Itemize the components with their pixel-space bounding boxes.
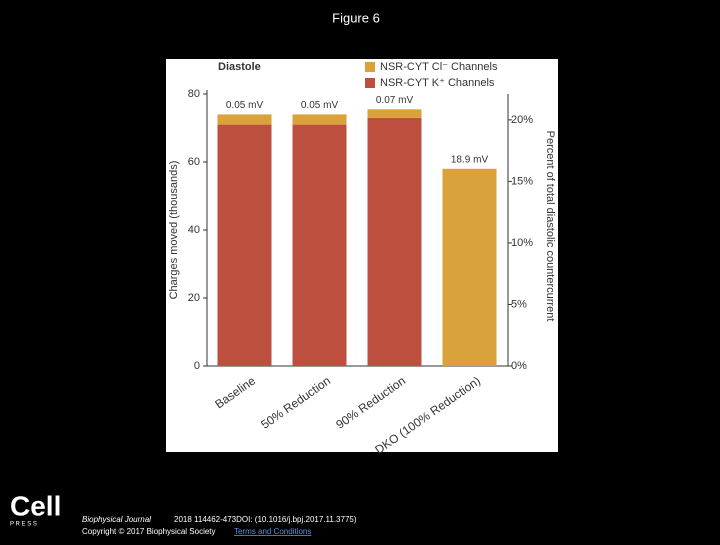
legend-label: NSR-CYT Cl⁻ Channels [380,61,498,73]
y-axis-label: Charges moved (thousands) [168,161,180,300]
y2-tick-label: 15% [511,175,533,187]
y-tick-label: 0 [194,360,200,372]
bar-segment [217,124,272,366]
bar-segment [367,109,422,118]
slide-title: Figure 6 [332,10,380,25]
y-tick-label: 80 [188,88,200,100]
y2-tick-label: 5% [511,298,527,310]
y2-tick-label: 0% [511,360,527,372]
bar-annotation: 0.07 mV [376,95,414,106]
y2-tick-label: 10% [511,237,533,249]
journal: Biophysical Journal [82,515,151,524]
bar-segment [367,117,422,366]
citation: 2018 114462-473DOI: (10.1016/j.bpj.2017.… [174,515,357,524]
bar-segment [292,124,347,366]
y2-tick-label: 20% [511,114,533,126]
y-tick-label: 60 [188,156,200,168]
bar-segment [442,168,497,366]
legend-swatch [365,62,375,72]
logo: Cell [10,490,61,521]
bar-annotation: 0.05 mV [226,100,264,111]
legend-swatch [365,78,375,88]
bar-annotation: 0.05 mV [301,100,339,111]
bar-segment [292,114,347,125]
copyright: Copyright © 2017 Biophysical Society [82,527,216,536]
y-tick-label: 40 [188,224,200,236]
legend-label: NSR-CYT K⁺ Channels [380,77,495,89]
logo-sub: P R E S S [10,522,37,528]
bar-segment [217,114,272,125]
bar-annotation: 18.9 mV [451,154,489,165]
terms-link[interactable]: Terms and Conditions [234,527,311,536]
chart-title: Diastole [218,61,261,73]
y-tick-label: 20 [188,292,200,304]
y2-axis-label: Percent of total diastolic countercurren… [544,131,556,322]
